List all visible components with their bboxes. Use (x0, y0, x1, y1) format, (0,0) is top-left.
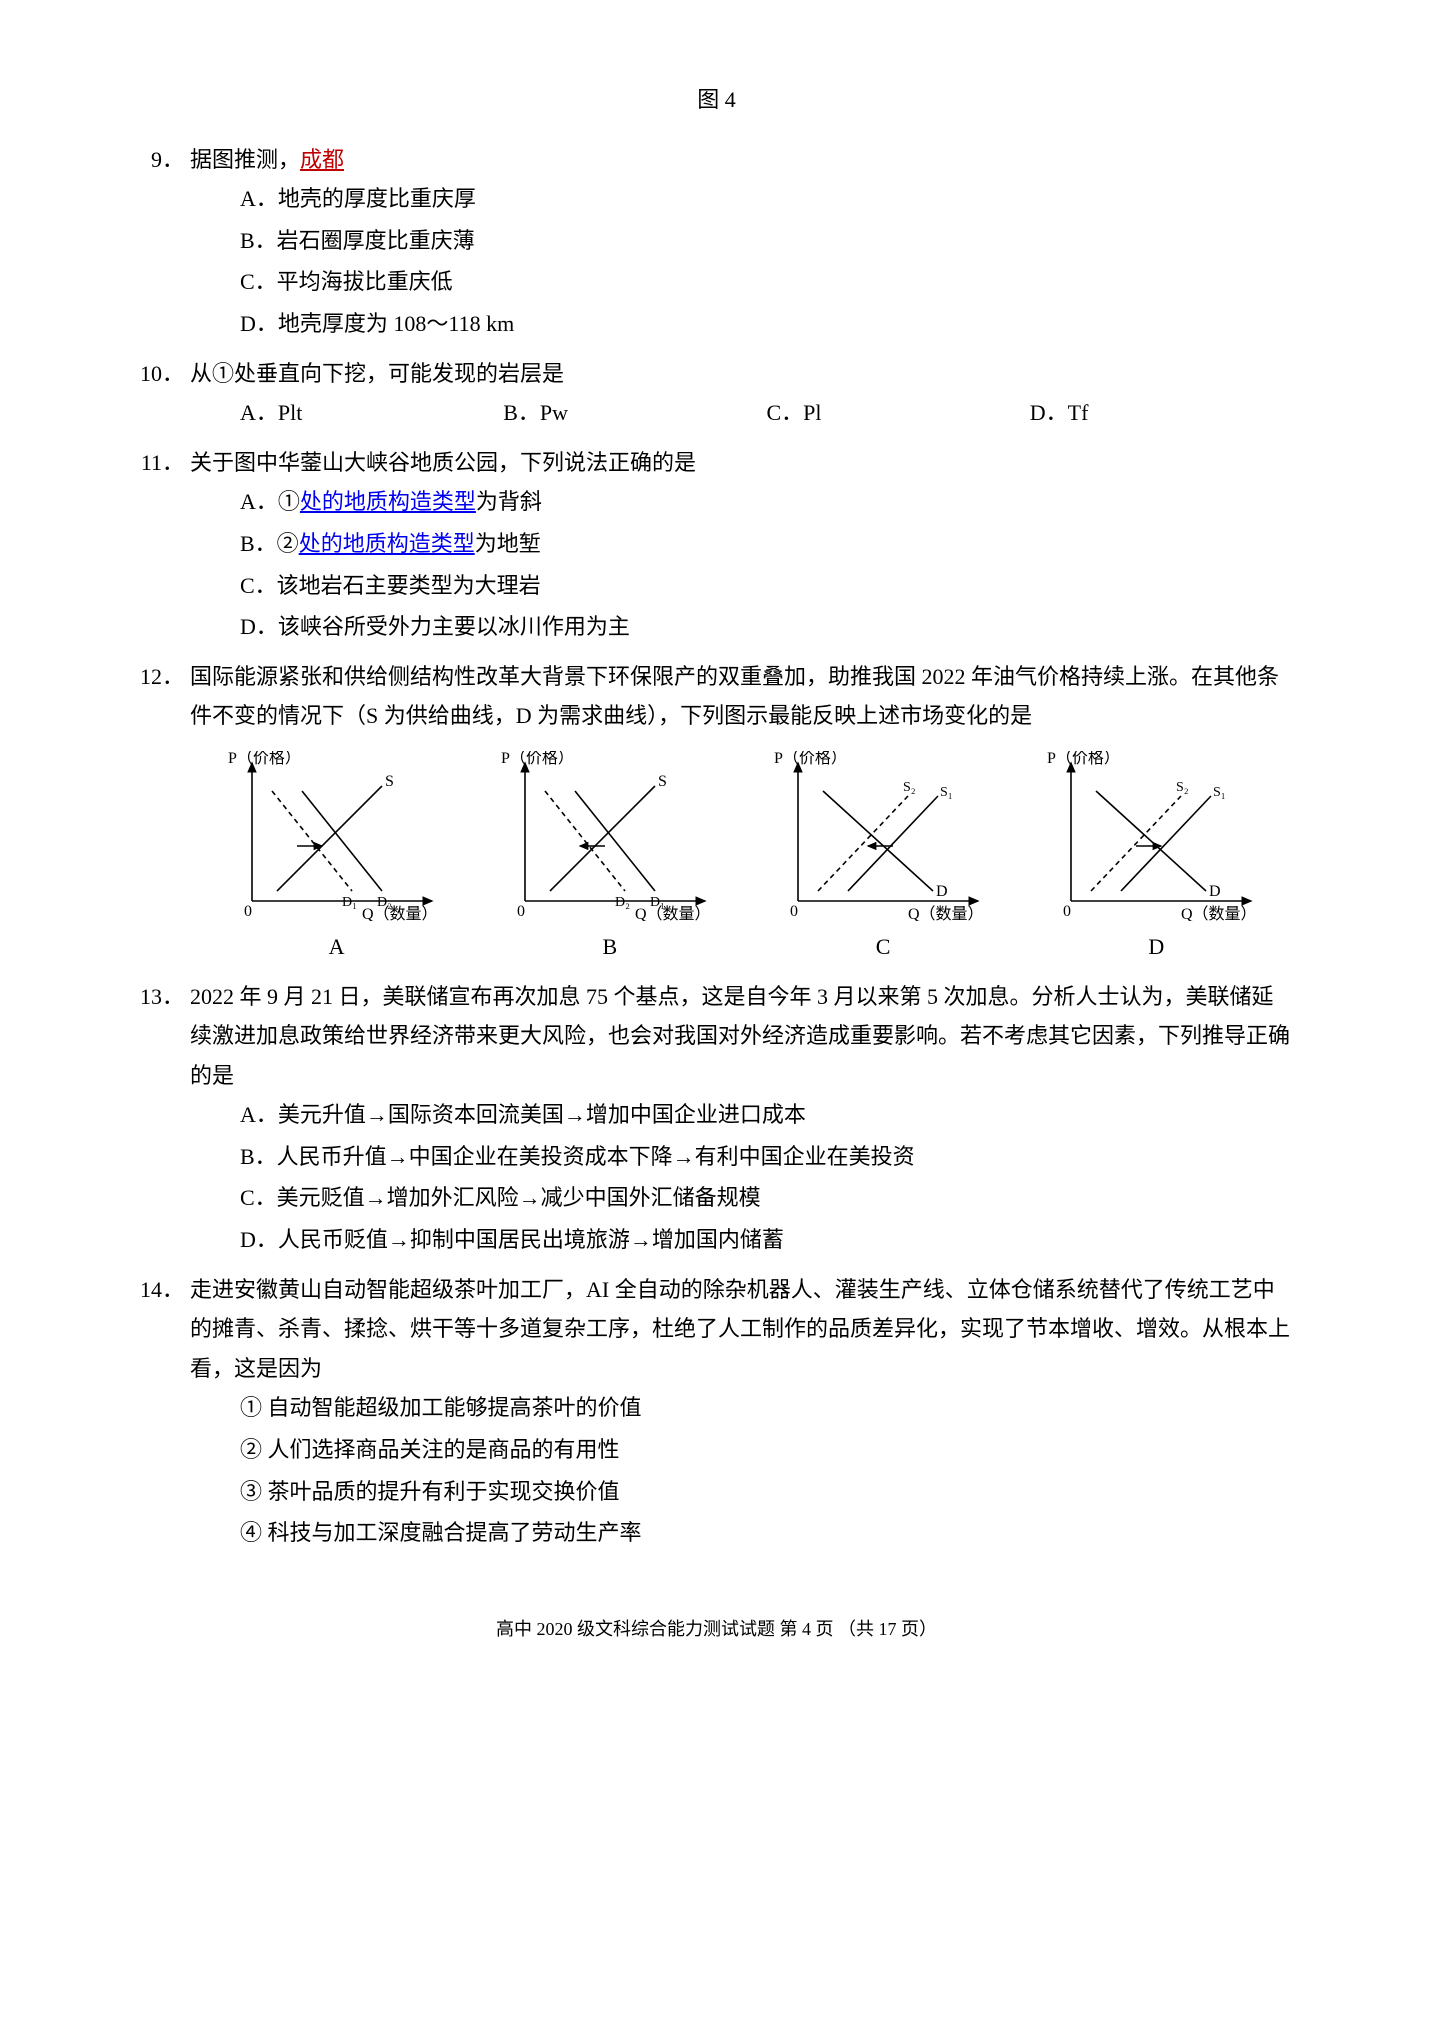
svg-text:P（价格）: P（价格） (1047, 751, 1120, 767)
svg-text:D₂: D₂ (377, 895, 392, 910)
chart-d-svg: P（价格） 0 Q（数量） D S₂ S₁ (1041, 751, 1271, 921)
q10-option-a: A．Plt (240, 393, 503, 433)
q9-stem-link: 成都 (300, 147, 344, 172)
svg-text:0: 0 (1063, 903, 1071, 920)
q10-option-d: D．Tf (1030, 393, 1293, 433)
q14-num: 14． (140, 1270, 190, 1310)
q13-option-b: B．人民币升值→中国企业在美投资成本下降→有利中国企业在美投资 (240, 1137, 1293, 1177)
q9-stem: 据图推测，成都 (190, 140, 1293, 180)
q14-item-4: ④ 科技与加工深度融合提高了劳动生产率 (240, 1513, 1293, 1553)
chart-a-xlabel: Q（数量） (362, 905, 438, 921)
chart-b-label: B (495, 927, 725, 967)
q11-a-link: 处的地质构造类型 (300, 489, 476, 514)
chart-b-svg: P（价格） 0 Q（数量） S D₂ D₁ (495, 751, 725, 921)
q13-num: 13． (140, 977, 190, 1017)
chart-a-ylabel: P（价格） (228, 751, 301, 767)
chart-d: P（价格） 0 Q（数量） D S₂ S₁ D (1041, 751, 1271, 967)
question-10: 10． 从①处垂直向下挖，可能发现的岩层是 A．Plt B．Pw C．Pl D．… (140, 354, 1293, 433)
question-12: 12． 国际能源紧张和供给侧结构性改革大背景下环保限产的双重叠加，助推我国 20… (140, 657, 1293, 967)
chart-c-label: C (768, 927, 998, 967)
question-14: 14． 走进安徽黄山自动智能超级茶叶加工厂，AI 全自动的除杂机器人、灌装生产线… (140, 1270, 1293, 1553)
q9-stem-pre: 据图推测， (190, 147, 300, 172)
svg-text:S₁: S₁ (1213, 785, 1226, 800)
chart-c-svg: P（价格） 0 Q（数量） D S₁ S₂ (768, 751, 998, 921)
q13-option-a: A．美元升值→国际资本回流美国→增加中国企业进口成本 (240, 1095, 1293, 1135)
svg-text:Q（数量）: Q（数量） (908, 905, 984, 921)
q10-stem: 从①处垂直向下挖，可能发现的岩层是 (190, 354, 1293, 394)
q9-option-b: B．岩石圈厚度比重庆薄 (240, 221, 1293, 261)
q12-num: 12． (140, 657, 190, 697)
svg-text:0: 0 (517, 903, 525, 920)
q11-a-post: 为背斜 (476, 489, 542, 514)
q11-b-link: 处的地质构造类型 (299, 531, 475, 556)
q11-b-post: 为地堑 (475, 531, 541, 556)
svg-text:D₁: D₁ (342, 895, 357, 910)
svg-text:S: S (658, 773, 667, 790)
chart-b: P（价格） 0 Q（数量） S D₂ D₁ B (495, 751, 725, 967)
svg-text:0: 0 (244, 903, 252, 920)
page-footer: 高中 2020 级文科综合能力测试试题 第 4 页 （共 17 页） (140, 1613, 1293, 1645)
question-13: 13． 2022 年 9 月 21 日，美联储宣布再次加息 75 个基点，这是自… (140, 977, 1293, 1260)
q11-stem: 关于图中华蓥山大峡谷地质公园，下列说法正确的是 (190, 443, 1293, 483)
svg-text:D: D (1209, 883, 1221, 900)
q9-num: 9． (140, 140, 190, 180)
svg-text:D: D (936, 883, 948, 900)
q13-option-c: C．美元贬值→增加外汇风险→减少中国外汇储备规模 (240, 1178, 1293, 1218)
svg-text:D₂: D₂ (615, 895, 630, 910)
q11-option-d: D．该峡谷所受外力主要以冰川作用为主 (240, 607, 1293, 647)
svg-text:S: S (385, 773, 394, 790)
q10-option-b: B．Pw (503, 393, 766, 433)
q11-option-b: B．②处的地质构造类型为地堑 (240, 524, 1293, 564)
svg-text:P（价格）: P（价格） (774, 751, 847, 767)
q11-b-pre: B．② (240, 531, 299, 556)
q14-item-3: ③ 茶叶品质的提升有利于实现交换价值 (240, 1472, 1293, 1512)
svg-text:S₁: S₁ (940, 785, 953, 800)
q10-num: 10． (140, 354, 190, 394)
q12-stem: 国际能源紧张和供给侧结构性改革大背景下环保限产的双重叠加，助推我国 2022 年… (190, 657, 1293, 736)
chart-d-label: D (1041, 927, 1271, 967)
q13-option-d: D．人民币贬值→抑制中国居民出境旅游→增加国内储蓄 (240, 1220, 1293, 1260)
q9-option-a: A．地壳的厚度比重庆厚 (240, 179, 1293, 219)
q9-option-c: C．平均海拔比重庆低 (240, 262, 1293, 302)
q11-option-c: C．该地岩石主要类型为大理岩 (240, 566, 1293, 606)
q11-a-pre: A．① (240, 489, 300, 514)
q13-stem: 2022 年 9 月 21 日，美联储宣布再次加息 75 个基点，这是自今年 3… (190, 977, 1293, 1096)
q10-option-c: C．Pl (767, 393, 1030, 433)
chart-a-svg: P（价格） 0 Q（数量） S D₁ D₂ (222, 751, 452, 921)
svg-text:S₂: S₂ (903, 780, 916, 795)
q11-option-a: A．①处的地质构造类型为背斜 (240, 482, 1293, 522)
question-9: 9． 据图推测，成都 A．地壳的厚度比重庆厚 B．岩石圈厚度比重庆薄 C．平均海… (140, 140, 1293, 344)
svg-text:D₁: D₁ (650, 895, 665, 910)
chart-a-label: A (222, 927, 452, 967)
figure-label: 图 4 (140, 80, 1293, 120)
q14-stem: 走进安徽黄山自动智能超级茶叶加工厂，AI 全自动的除杂机器人、灌装生产线、立体仓… (190, 1270, 1293, 1389)
q11-num: 11． (140, 443, 190, 483)
q14-item-2: ② 人们选择商品关注的是商品的有用性 (240, 1430, 1293, 1470)
question-11: 11． 关于图中华蓥山大峡谷地质公园，下列说法正确的是 A．①处的地质构造类型为… (140, 443, 1293, 647)
svg-text:Q（数量）: Q（数量） (1181, 905, 1257, 921)
svg-text:P（价格）: P（价格） (501, 751, 574, 767)
q9-option-d: D．地壳厚度为 108～118 km (240, 304, 1293, 344)
svg-text:S₂: S₂ (1176, 780, 1189, 795)
chart-a: P（价格） 0 Q（数量） S D₁ D₂ A (222, 751, 452, 967)
svg-text:0: 0 (790, 903, 798, 920)
q14-item-1: ① 自动智能超级加工能够提高茶叶的价值 (240, 1388, 1293, 1428)
chart-c: P（价格） 0 Q（数量） D S₁ S₂ C (768, 751, 998, 967)
svg-text:Q（数量）: Q（数量） (635, 905, 711, 921)
